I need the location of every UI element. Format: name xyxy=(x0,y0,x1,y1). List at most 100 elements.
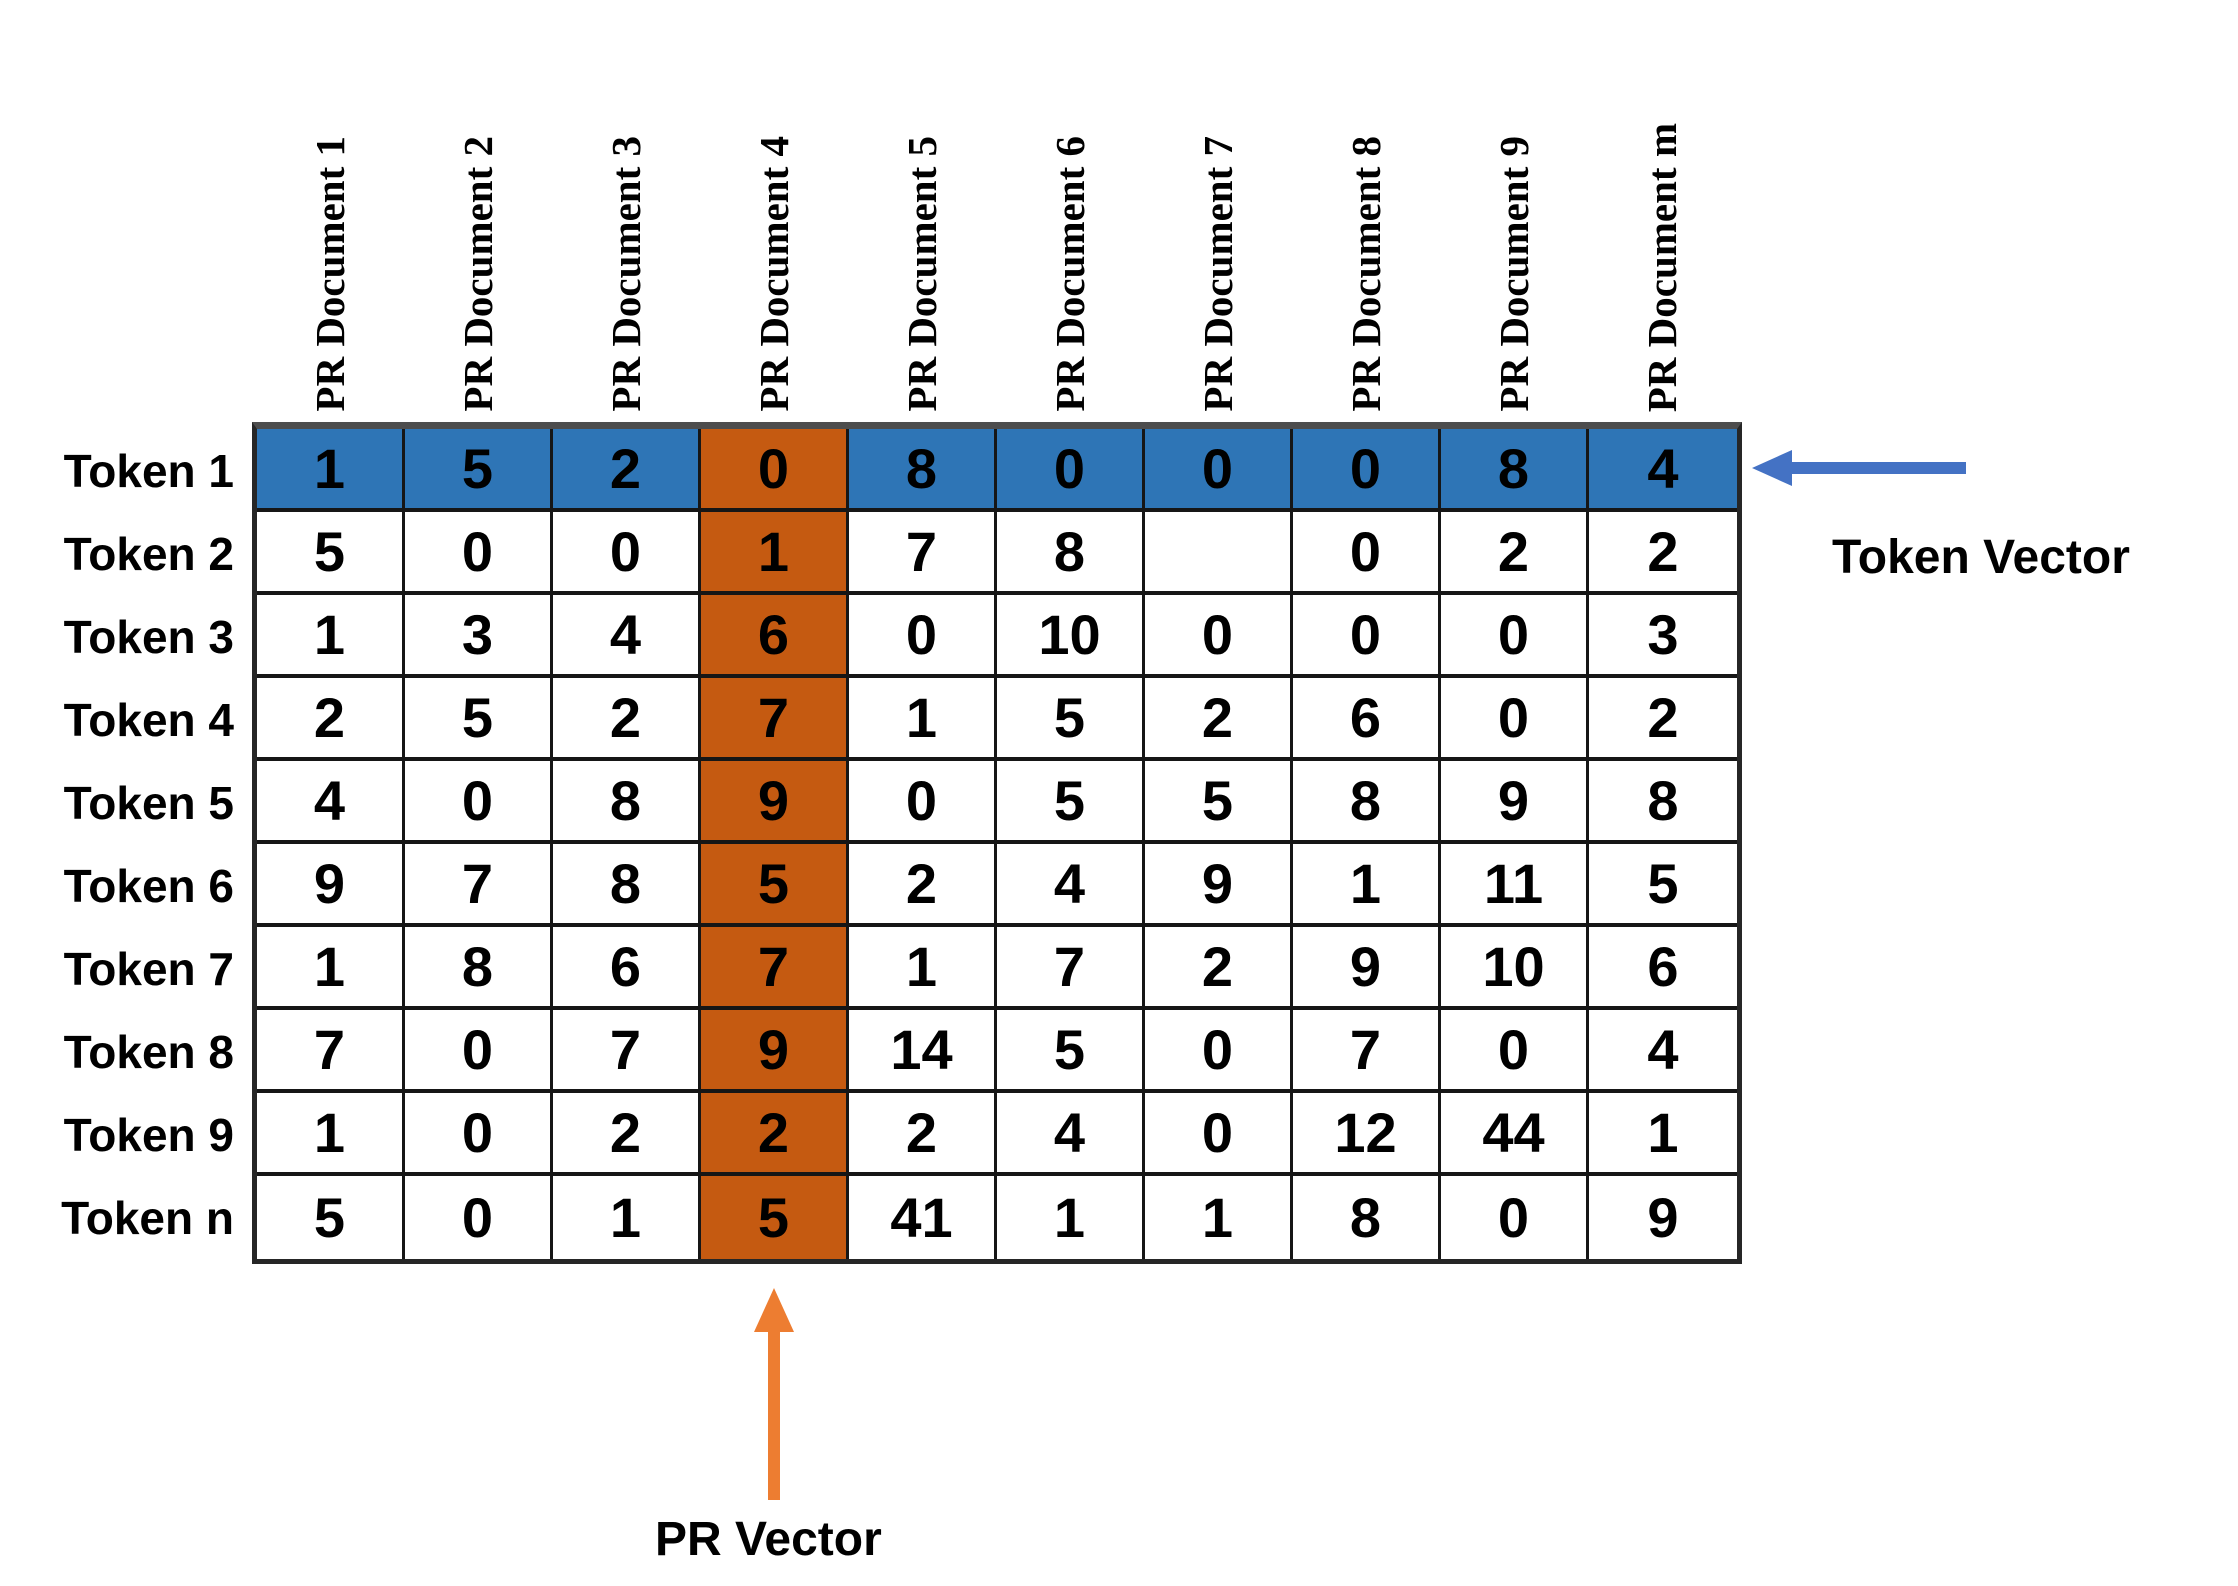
matrix-cell: 2 xyxy=(1441,512,1589,595)
column-header-label: PR Document 3 xyxy=(602,136,649,412)
matrix-cell: 2 xyxy=(849,1093,997,1176)
pr-vector-arrow-icon xyxy=(752,1288,796,1503)
matrix-cell: 2 xyxy=(1589,678,1737,761)
matrix-cell: 0 xyxy=(997,429,1145,512)
matrix-cell: 8 xyxy=(1293,1176,1441,1259)
column-header-label: PR Document 8 xyxy=(1342,136,1389,412)
matrix-cell: 12 xyxy=(1293,1093,1441,1176)
column-header: PR Document 9 xyxy=(1440,0,1588,418)
matrix-cell: 7 xyxy=(701,678,849,761)
matrix-cell: 8 xyxy=(1441,429,1589,512)
token-vector-label: Token Vector xyxy=(1832,531,2130,584)
matrix-cell: 0 xyxy=(1293,595,1441,678)
column-header-label: PR Document 6 xyxy=(1046,136,1093,412)
matrix-cell: 4 xyxy=(997,1093,1145,1176)
matrix-cell: 0 xyxy=(1145,595,1293,678)
matrix-cell: 2 xyxy=(553,678,701,761)
matrix-cell: 14 xyxy=(849,1010,997,1093)
column-header-label: PR Document m xyxy=(1638,122,1685,412)
matrix-cell: 8 xyxy=(553,761,701,844)
matrix-cell: 4 xyxy=(553,595,701,678)
matrix-cell: 6 xyxy=(1589,927,1737,1010)
matrix-cell: 2 xyxy=(1145,678,1293,761)
matrix-cell: 2 xyxy=(1589,512,1737,595)
matrix-cell: 5 xyxy=(997,761,1145,844)
matrix-cell: 5 xyxy=(405,678,553,761)
matrix-cell: 7 xyxy=(405,844,553,927)
matrix-cell: 2 xyxy=(701,1093,849,1176)
matrix-cell: 8 xyxy=(997,512,1145,595)
matrix-cell: 1 xyxy=(257,1093,405,1176)
matrix-cell: 0 xyxy=(1441,1010,1589,1093)
matrix-cell xyxy=(1145,512,1293,595)
column-header-label: PR Document 5 xyxy=(898,136,945,412)
matrix-cell: 1 xyxy=(701,512,849,595)
matrix-cell: 6 xyxy=(701,595,849,678)
column-header: PR Document 2 xyxy=(404,0,552,418)
matrix-cell: 5 xyxy=(997,678,1145,761)
matrix-cell: 5 xyxy=(701,1176,849,1259)
matrix-cell: 0 xyxy=(849,761,997,844)
arrow-shaft xyxy=(768,1328,780,1500)
matrix-cell: 0 xyxy=(701,429,849,512)
matrix-cell: 7 xyxy=(701,927,849,1010)
matrix-cell: 5 xyxy=(1145,761,1293,844)
column-header: PR Document m xyxy=(1588,0,1736,418)
matrix-cell: 5 xyxy=(997,1010,1145,1093)
matrix-cell: 5 xyxy=(257,512,405,595)
matrix-cell: 0 xyxy=(405,1010,553,1093)
column-header: PR Document 4 xyxy=(700,0,848,418)
row-labels: Token 1 Token 2 Token 3 Token 4 Token 5 Token… xyxy=(0,429,242,1259)
matrix-cell: 1 xyxy=(257,429,405,512)
column-header: PR Document 6 xyxy=(996,0,1144,418)
matrix-cell: 4 xyxy=(257,761,405,844)
matrix-cell: 7 xyxy=(257,1010,405,1093)
row-label: Token 7 xyxy=(63,942,234,995)
matrix-cell: 9 xyxy=(701,1010,849,1093)
matrix-cell: 0 xyxy=(1145,1093,1293,1176)
column-header-label: PR Document 4 xyxy=(750,136,797,412)
matrix-cell: 0 xyxy=(1441,1176,1589,1259)
matrix-cell: 7 xyxy=(1293,1010,1441,1093)
matrix-cell: 1 xyxy=(257,927,405,1010)
matrix-cell: 7 xyxy=(997,927,1145,1010)
column-header: PR Document 8 xyxy=(1292,0,1440,418)
matrix-cell: 44 xyxy=(1441,1093,1589,1176)
matrix-cell: 0 xyxy=(1145,429,1293,512)
matrix-cell: 2 xyxy=(1145,927,1293,1010)
matrix-cell: 0 xyxy=(405,761,553,844)
matrix-cell: 4 xyxy=(1589,429,1737,512)
matrix-cell: 2 xyxy=(257,678,405,761)
token-document-matrix: 1 5 2 0 8 0 0 0 8 4 5 0 0 1 7 8 0 2 2 1 3 4 6 0 10 0 0 0 3 2 5 2 7 1 5 2 6 0 2… xyxy=(252,422,1742,1264)
matrix-cell: 0 xyxy=(1293,429,1441,512)
matrix-cell: 5 xyxy=(405,429,553,512)
matrix-cell: 0 xyxy=(553,512,701,595)
matrix-cell: 9 xyxy=(257,844,405,927)
matrix-cell: 1 xyxy=(997,1176,1145,1259)
column-header: PR Document 3 xyxy=(552,0,700,418)
column-header-label: PR Document 9 xyxy=(1490,136,1537,412)
matrix-cell: 10 xyxy=(997,595,1145,678)
matrix-cell: 8 xyxy=(553,844,701,927)
matrix-cell: 4 xyxy=(1589,1010,1737,1093)
matrix-cell: 2 xyxy=(849,844,997,927)
matrix-cell: 0 xyxy=(1145,1010,1293,1093)
matrix-cell: 8 xyxy=(405,927,553,1010)
row-label: Token 6 xyxy=(63,859,234,912)
arrow-left-head xyxy=(1752,450,1792,486)
column-header-label: PR Document 1 xyxy=(306,136,353,412)
matrix-cell: 9 xyxy=(1589,1176,1737,1259)
matrix-cell: 5 xyxy=(1589,844,1737,927)
matrix-cell: 0 xyxy=(405,1093,553,1176)
matrix-cell: 0 xyxy=(1441,678,1589,761)
token-vector-arrow-icon xyxy=(1752,448,1967,488)
matrix-cell: 8 xyxy=(1293,761,1441,844)
matrix-cell: 1 xyxy=(1293,844,1441,927)
matrix-cell: 6 xyxy=(1293,678,1441,761)
matrix-cell: 3 xyxy=(1589,595,1737,678)
matrix-cell: 41 xyxy=(849,1176,997,1259)
matrix-cell: 1 xyxy=(849,678,997,761)
column-header-label: PR Document 2 xyxy=(454,136,501,412)
matrix-cell: 9 xyxy=(1441,761,1589,844)
arrow-shaft xyxy=(1788,462,1966,474)
